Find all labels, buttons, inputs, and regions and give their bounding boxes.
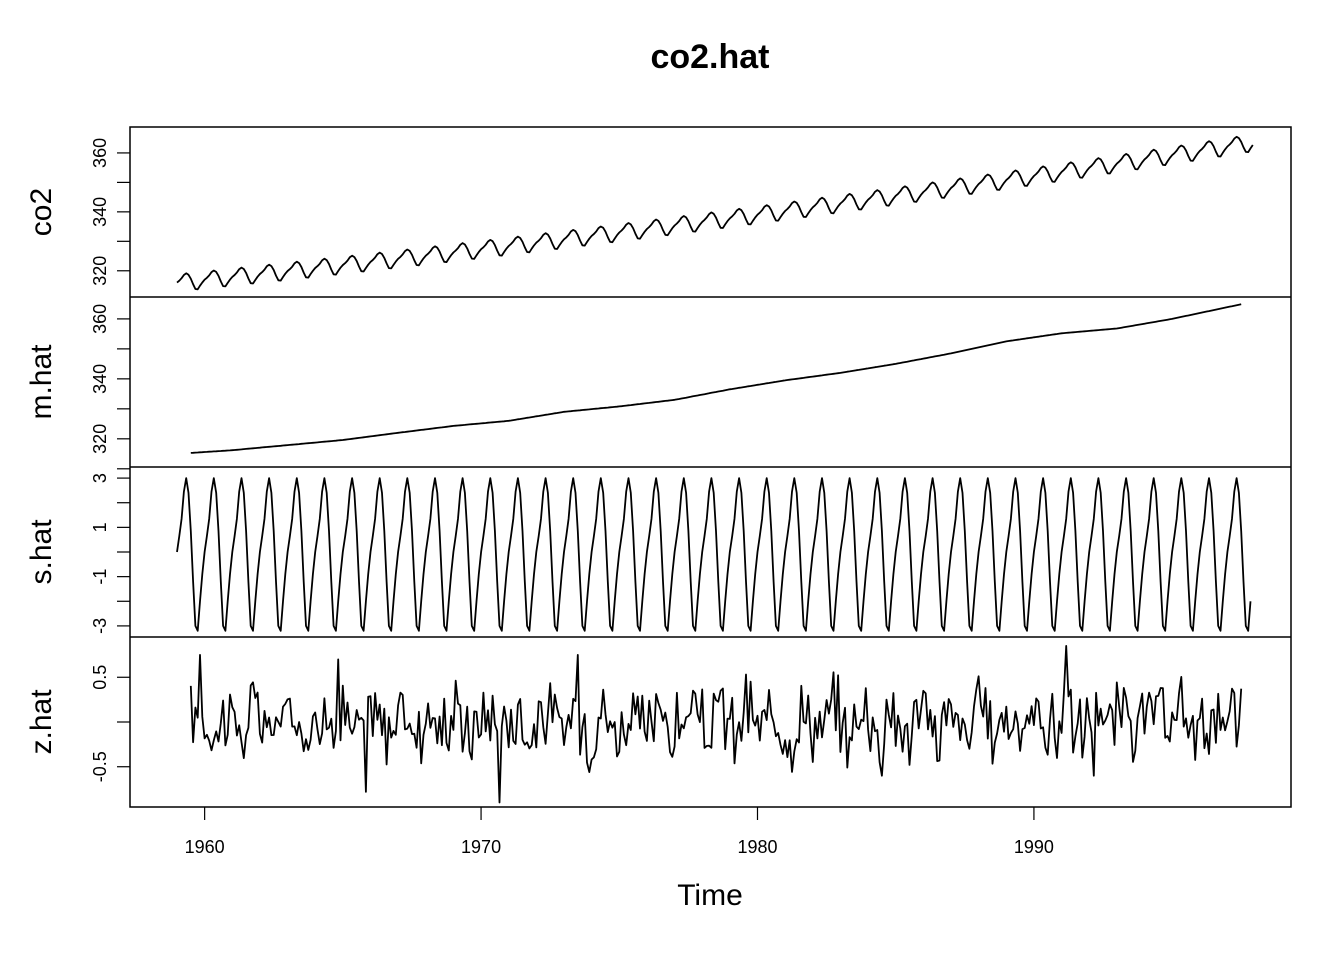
series-line-z-hat: [189, 645, 1243, 804]
series-line-m-hat: [190, 303, 1242, 454]
x-tick-label: 1970: [461, 837, 501, 857]
panel-z-hat: -0.5 0.5 z.hat: [25, 636, 1291, 804]
x-tick-label: 1960: [185, 837, 225, 857]
y-tick-label: 320: [90, 256, 110, 286]
panel-ylabel: s.hat: [25, 519, 58, 585]
y-tick-label: 1: [90, 522, 110, 532]
series-line-s-hat: [176, 477, 1252, 632]
y-tick-label: -1: [90, 569, 110, 585]
y-tick-label: 3: [90, 473, 110, 483]
panel-ylabel: z.hat: [25, 689, 58, 755]
panels-group: 320 340 360 co2 320 340 360 m.hat -3 -1 1 3 s.hat -0.…: [25, 135, 1291, 804]
y-tick-label: 340: [90, 364, 110, 394]
y-tick-label: -3: [90, 618, 110, 634]
y-tick-label: -0.5: [90, 751, 110, 782]
x-axis-label: Time: [677, 879, 743, 912]
panel-ylabel: co2: [25, 188, 58, 236]
panel-co2: 320 340 360 co2: [25, 135, 1254, 291]
y-tick-label: 360: [90, 304, 110, 334]
panel-s-hat: -3 -1 1 3 s.hat: [25, 466, 1291, 634]
panel-ylabel: m.hat: [25, 344, 58, 420]
chart-title: co2.hat: [650, 38, 769, 76]
series-line-co2: [176, 135, 1254, 291]
y-tick-label: 0.5: [90, 665, 110, 690]
x-tick-label: 1980: [737, 837, 777, 857]
x-axis: 1960 1970 1980 1990: [185, 807, 1054, 857]
panel-m-hat: 320 340 360 m.hat: [25, 296, 1291, 470]
y-tick-label: 360: [90, 138, 110, 168]
x-tick-label: 1990: [1014, 837, 1054, 857]
y-tick-label: 340: [90, 197, 110, 227]
y-tick-label: 320: [90, 424, 110, 454]
